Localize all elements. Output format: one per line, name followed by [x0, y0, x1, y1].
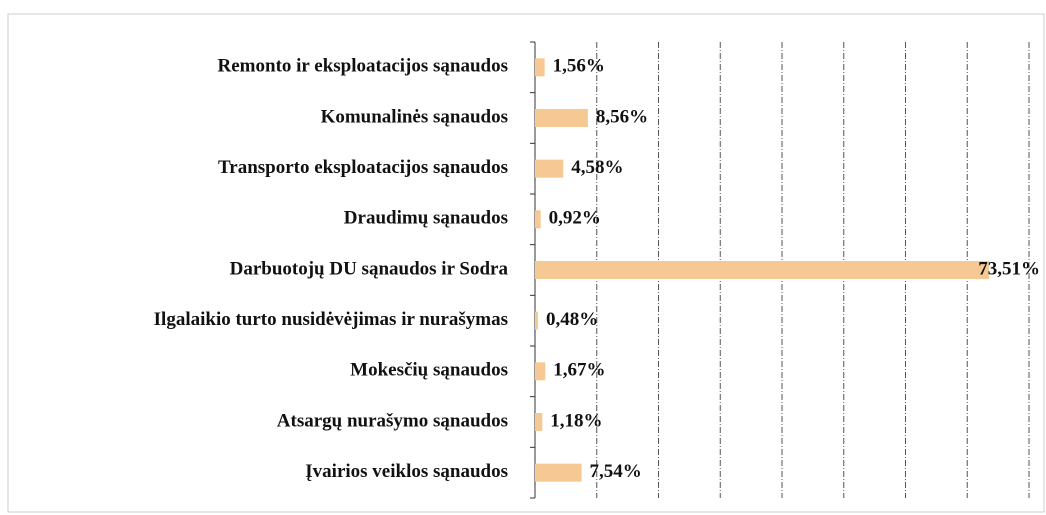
bar — [535, 58, 545, 77]
bar — [535, 261, 989, 279]
data-label: 1,67% — [553, 360, 605, 381]
bar — [535, 210, 541, 229]
bar — [535, 311, 538, 330]
bar — [535, 463, 582, 482]
data-label: 4,58% — [571, 157, 623, 178]
data-label: 73,51% — [978, 258, 1040, 279]
y-tick-label: Transporto eksploatacijos sąnaudos — [218, 157, 508, 178]
y-tick-label: Ilgalaikio turto nusidėvėjimas ir nurašy… — [154, 309, 508, 330]
bar — [535, 109, 588, 127]
data-label: 1,18% — [550, 410, 602, 431]
y-tick-label: Remonto ir eksploatacijos sąnaudos — [218, 56, 508, 77]
data-label: 0,48% — [546, 309, 598, 330]
frame — [7, 13, 1045, 513]
data-label: 8,56% — [596, 106, 648, 127]
y-tick-label: Darbuotojų DU sąnaudos ir Sodra — [230, 258, 509, 279]
data-label: 7,54% — [590, 461, 642, 482]
bar — [535, 413, 543, 431]
data-label: 0,92% — [549, 208, 601, 229]
y-tick-label: Komunalinės sąnaudos — [321, 106, 508, 127]
y-tick-label: Įvairios veiklos sąnaudos — [305, 461, 508, 482]
y-tick-label: Atsargų nurašymo sąnaudos — [277, 410, 508, 431]
data-label: 1,56% — [553, 56, 605, 77]
bar — [535, 362, 546, 381]
bar — [535, 159, 564, 178]
y-tick-label: Draudimų sąnaudos — [344, 208, 508, 229]
y-tick-label: Mokesčių sąnaudos — [350, 360, 508, 381]
